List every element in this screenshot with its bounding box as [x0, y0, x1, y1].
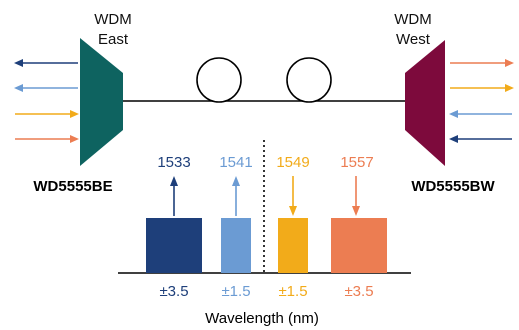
channel-wavelength-1541: 1541: [219, 154, 252, 171]
wdm-east-title-line2: East: [98, 31, 129, 48]
east-arrowhead-1533: [14, 59, 23, 67]
channel-arrowhead-1541: [232, 176, 240, 186]
channel-bar-1549: [278, 218, 308, 273]
channel-arrowhead-1533: [170, 176, 178, 186]
east-arrows: [14, 59, 79, 143]
west-arrows: [449, 59, 514, 143]
west-arrowhead-1557: [505, 59, 514, 67]
west-arrowhead-1541: [449, 110, 458, 118]
channel-arrowhead-1557: [352, 206, 360, 216]
channel-wavelength-1549: 1549: [276, 154, 309, 171]
wdm-east-title-line1: WDM: [94, 11, 132, 28]
channel-wavelength-1557: 1557: [340, 154, 373, 171]
east-arrowhead-1541: [14, 84, 23, 92]
axis-label: Wavelength (nm): [205, 310, 319, 327]
wdm-west-block: [405, 40, 445, 166]
channel-arrowhead-1549: [289, 206, 297, 216]
wdm-west-title-line2: West: [396, 31, 431, 48]
channel-bar-1557: [331, 218, 387, 273]
fiber-spool-left: [196, 57, 242, 103]
wdm-west-title-line1: WDM: [394, 11, 432, 28]
wdm-east-part-number: WD5555BE: [33, 178, 112, 195]
channel-tolerance-1541: ±1.5: [221, 283, 250, 300]
channel-bar-1541: [221, 218, 251, 273]
fiber-spool-right: [286, 57, 332, 103]
channel-bar-1533: [146, 218, 202, 273]
channel-tolerance-1549: ±1.5: [278, 283, 307, 300]
channel-tolerance-1557: ±3.5: [344, 283, 373, 300]
channel-wavelength-1533: 1533: [157, 154, 190, 171]
east-arrowhead-1557: [70, 135, 79, 143]
east-arrowhead-1549: [70, 110, 79, 118]
channel-tolerance-1533: ±3.5: [159, 283, 188, 300]
west-arrowhead-1533: [449, 135, 458, 143]
wdm-west-part-number: WD5555BW: [411, 178, 495, 195]
west-arrowhead-1549: [505, 84, 514, 92]
wdm-east-block: [80, 38, 123, 166]
